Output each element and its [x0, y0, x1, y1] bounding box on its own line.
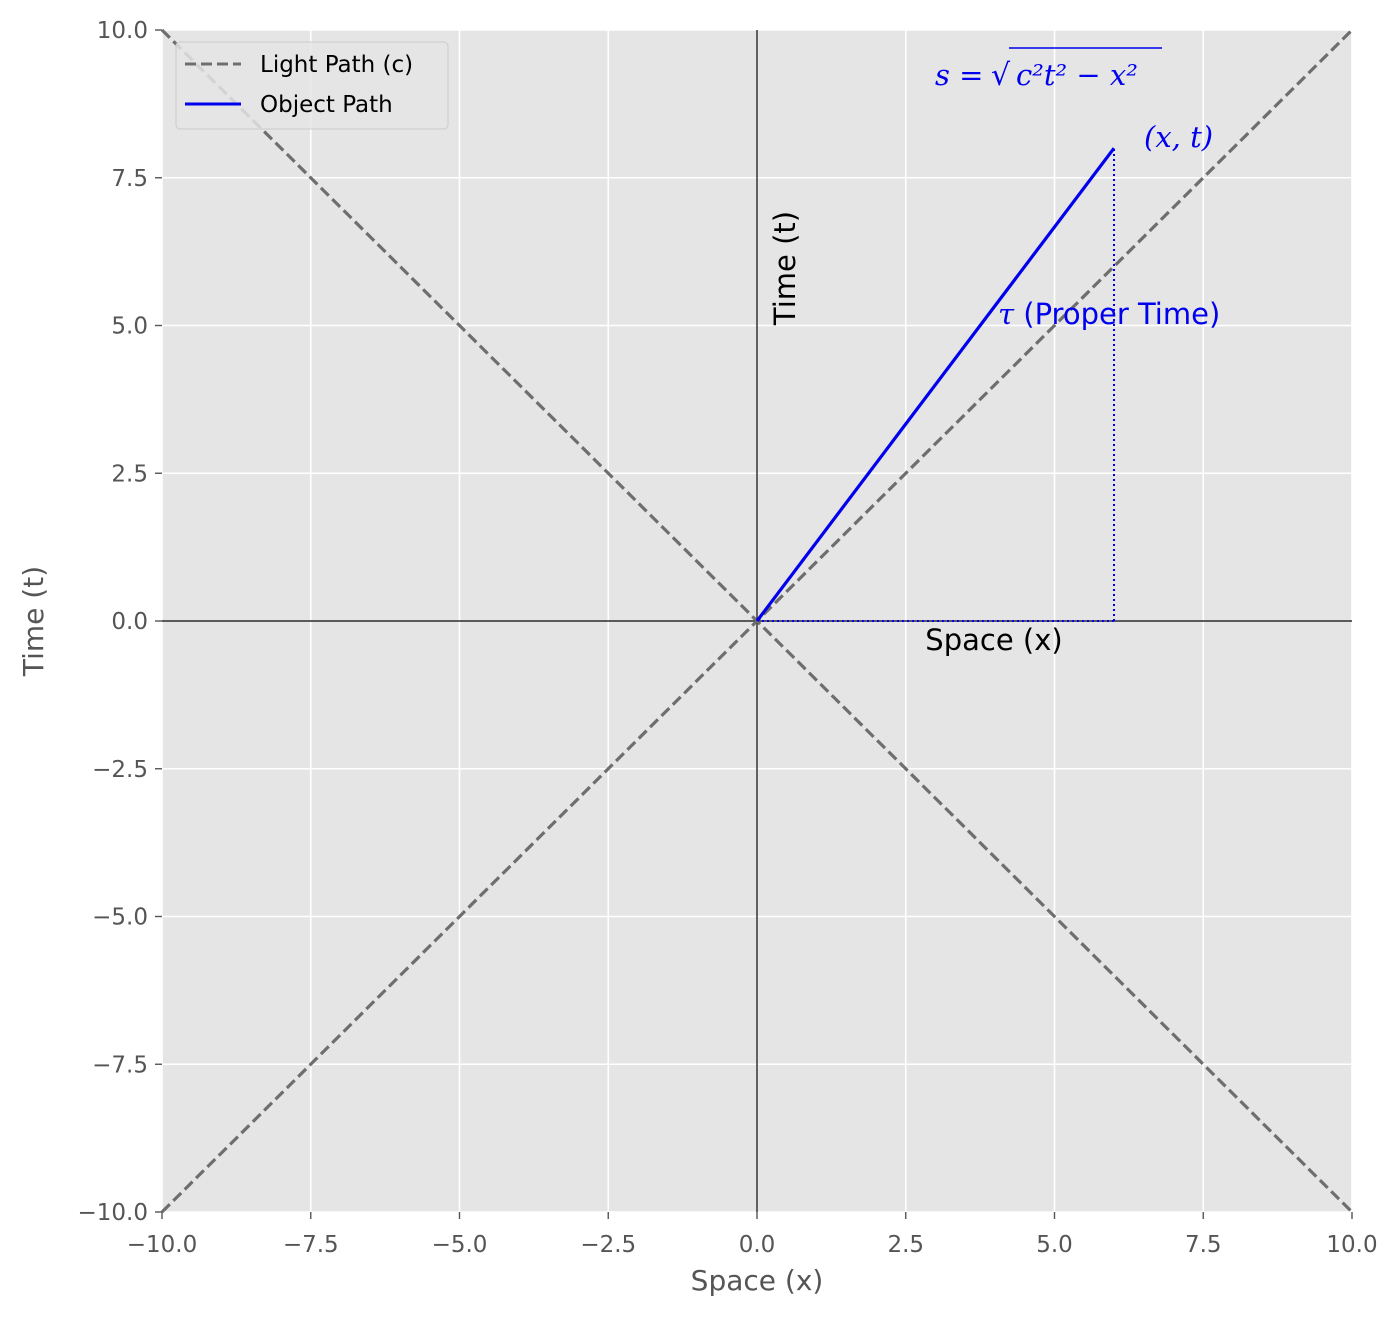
formula-lhs: s =: [935, 58, 983, 92]
series-lines: [160, 28, 1354, 1214]
formula-radical: √: [991, 58, 1011, 93]
x-tick-label-3: −2.5: [580, 1232, 636, 1258]
x-tick-label-5: 2.5: [887, 1232, 924, 1258]
x-tick-label-1: −7.5: [283, 1232, 339, 1258]
y-tick-label-5: 2.5: [111, 461, 148, 487]
tau-symbol: τ: [998, 297, 1015, 331]
object-path-line-2: [755, 147, 1116, 622]
x-tick-label-2: −5.0: [432, 1232, 488, 1258]
legend-label-light-path: Light Path (c): [260, 52, 413, 78]
space-axis-annotation: Space (x): [925, 623, 1062, 657]
proper-time-annotation: τ (Proper Time): [998, 297, 1220, 331]
x-tick-label-6: 5.0: [1036, 1232, 1073, 1258]
y-tick-label-3: −2.5: [92, 757, 148, 783]
x-tick-label-7: 7.5: [1185, 1232, 1222, 1258]
proper-time-label: (Proper Time): [1014, 297, 1220, 331]
y-tick-label-1: −7.5: [92, 1052, 148, 1078]
legend-box: [175, 41, 449, 130]
point-label: (x, t): [1144, 120, 1213, 154]
x-tick-label-4: 0.0: [739, 1232, 776, 1258]
y-tick-label-2: −5.0: [92, 905, 148, 931]
y-tick-label-8: 10.0: [97, 18, 148, 44]
axis-ticks: −10.0 −7.5 −5.0 −2.5 0.0 2.5 5.0 7.5 10.0 −10.0 −7…: [78, 18, 1378, 1258]
y-axis-title: Time (t): [17, 566, 50, 677]
y-tick-label-6: 5.0: [111, 314, 148, 340]
legend-label-object-path: Object Path: [260, 92, 393, 118]
y-tick-label-4: 0.0: [111, 609, 148, 635]
x-tick-label-8: 10.0: [1326, 1232, 1377, 1258]
time-axis-annotation: Time (t): [768, 211, 802, 326]
y-tick-label-7: 7.5: [111, 166, 148, 192]
x-tick-label-0: −10.0: [127, 1232, 197, 1258]
formula-radicand: c²t² − x²: [1016, 58, 1138, 92]
interval-formula: s = √ c²t² − x²: [935, 47, 1162, 93]
x-axis-title: Space (x): [691, 1264, 824, 1297]
y-tick-label-0: −10.0: [78, 1200, 148, 1226]
legend: Light Path (c) Object Path: [175, 41, 449, 130]
